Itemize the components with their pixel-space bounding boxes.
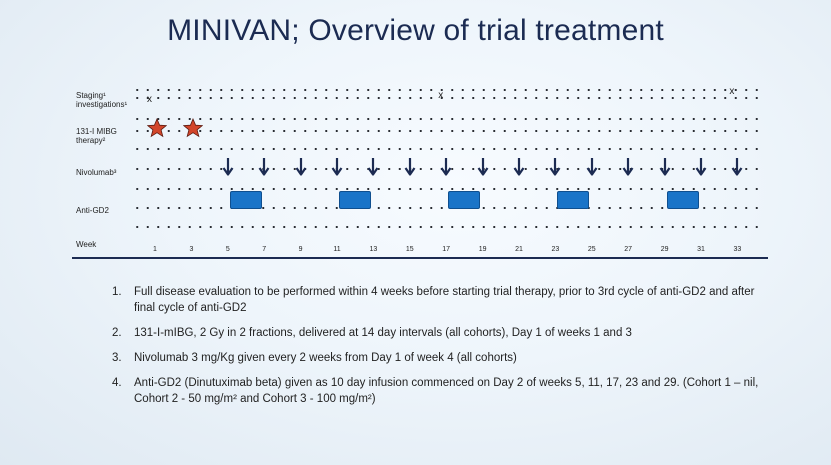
week-tick-label: 31 [697, 246, 705, 253]
down-arrow-icon [367, 157, 379, 177]
dot-guide [132, 207, 762, 209]
week-tick-label: 23 [551, 246, 560, 253]
footnote-2: 2. 131-I-mIBG, 2 Gy in 2 fractions, deli… [112, 327, 632, 339]
footnotes: 1. Full disease evaluation to be perform… [112, 284, 762, 416]
down-arrow-icon [622, 157, 634, 177]
week-tick-label: 5 [225, 246, 230, 253]
week-tick-label: 15 [405, 246, 414, 253]
week-tick-label: 25 [587, 246, 596, 253]
dot-guide [132, 226, 762, 228]
staging-mark: x [438, 90, 444, 101]
down-arrow-icon [222, 157, 234, 177]
down-arrow-icon [513, 157, 525, 177]
row-label-mibg: 131-I MIBG therapy² [76, 127, 117, 145]
down-arrow-icon [695, 157, 707, 177]
dot-guide [132, 89, 762, 91]
week-tick-label: 29 [660, 246, 669, 253]
down-arrow-icon [477, 157, 489, 177]
week-tick-label: 7 [262, 246, 267, 253]
down-arrow-icon [549, 157, 561, 177]
dot-guide [132, 148, 762, 150]
infusion-bar [666, 191, 699, 209]
week-tick-label: 13 [369, 246, 378, 253]
dot-guide [132, 118, 762, 120]
week-tick-label: 3 [189, 246, 194, 253]
week-tick-label: 27 [624, 246, 633, 253]
week-axis [72, 257, 768, 259]
row-label-week: Week [76, 240, 97, 249]
week-tick-label: 21 [515, 246, 523, 253]
infusion-bar [229, 191, 262, 209]
infusion-bar [448, 191, 481, 209]
down-arrow-icon [440, 157, 452, 177]
footnote-3: 3. Nivolumab 3 mg/Kg given every 2 weeks… [112, 352, 517, 364]
star-icon [183, 118, 204, 138]
week-tick-label: 19 [478, 246, 487, 253]
infusion-bar [339, 191, 371, 209]
staging-mark: x [147, 94, 152, 105]
row-label-nivolumab: Nivolumab³ [76, 168, 117, 177]
week-tick-label: 17 [442, 246, 451, 253]
down-arrow-icon [295, 157, 307, 177]
slide-title: MINIVAN; Overview of trial treatment [167, 14, 664, 47]
down-arrow-icon [586, 157, 598, 177]
down-arrow-icon [331, 157, 343, 177]
week-tick-label: 11 [333, 246, 341, 253]
infusion-bar [557, 191, 590, 209]
footnote-4: 4. Anti-GD2 (Dinutuximab beta) given as … [112, 377, 759, 405]
row-label-staging: Staging¹ investigations¹ [76, 91, 128, 109]
down-arrow-icon [659, 157, 671, 177]
down-arrow-icon [258, 157, 270, 177]
dot-guide [132, 130, 762, 132]
star-icon [147, 118, 167, 138]
down-arrow-icon [404, 157, 416, 177]
row-label-antigd2: Anti-GD2 [76, 206, 109, 215]
dot-guide [132, 188, 762, 190]
week-tick-label: 33 [733, 246, 742, 253]
week-tick-label: 9 [298, 246, 303, 253]
footnote-1: 1. Full disease evaluation to be perform… [112, 286, 755, 314]
week-tick-label: 1 [153, 246, 157, 253]
dot-guide [132, 97, 762, 99]
staging-mark: x [729, 86, 735, 97]
down-arrow-icon [731, 157, 743, 177]
